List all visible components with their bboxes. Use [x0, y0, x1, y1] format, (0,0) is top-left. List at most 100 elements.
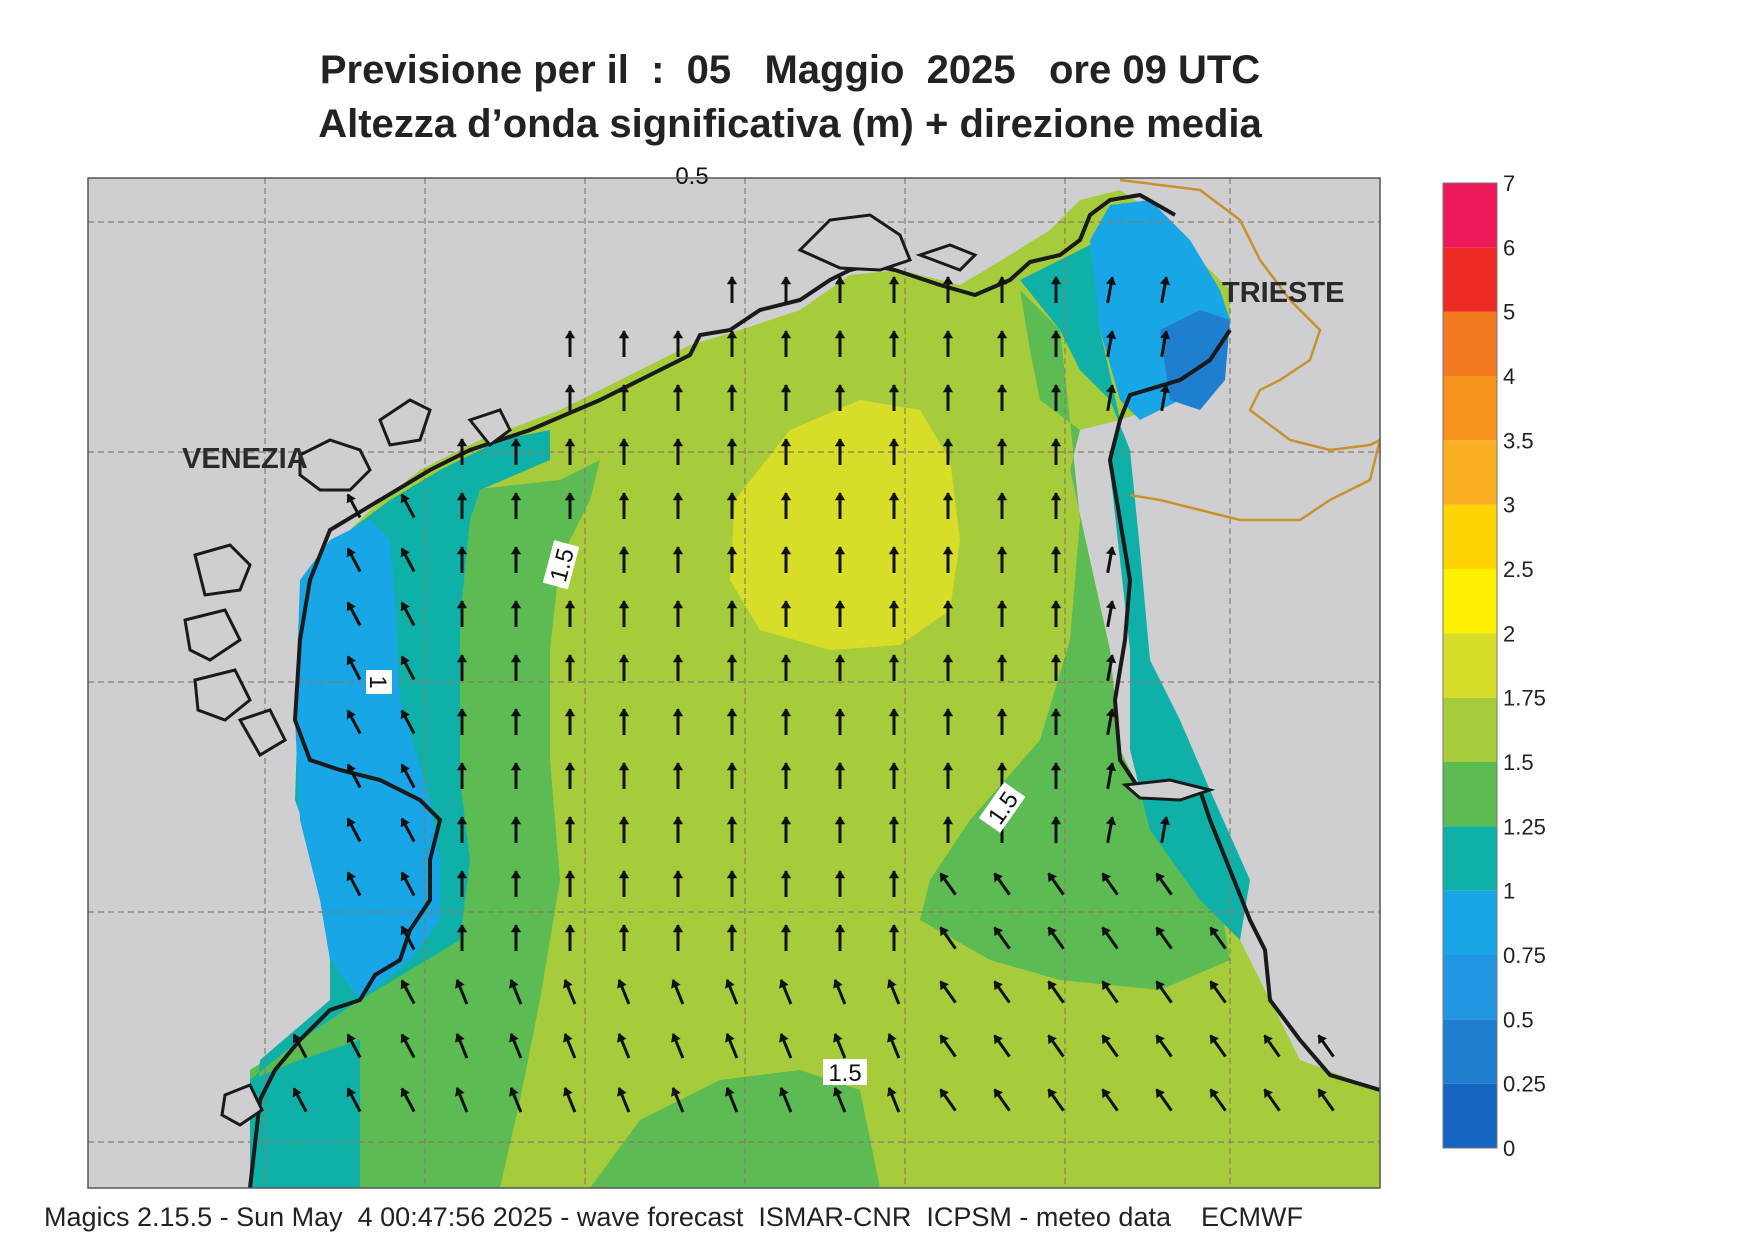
wave-arrowhead: [726, 600, 738, 609]
wave-arrowhead: [617, 979, 627, 989]
legend-tick-label: 0.75: [1503, 943, 1546, 968]
wave-arrowhead: [996, 762, 1008, 771]
wave-arrowhead: [563, 979, 573, 989]
wave-arrowhead: [672, 816, 684, 825]
country-border: [1119, 178, 1380, 522]
wave-arrowhead: [400, 1087, 410, 1098]
wave-arrowhead: [780, 870, 792, 879]
wave-arrowhead: [346, 817, 356, 828]
wave-arrowhead: [510, 708, 522, 717]
wave-arrowhead: [509, 1033, 519, 1043]
wave-arrowhead: [888, 654, 900, 663]
wave-arrowhead: [1209, 926, 1219, 937]
wave-arrowhead: [888, 762, 900, 771]
wave-arrowhead: [939, 926, 949, 937]
island-bottom-left: [220, 1083, 264, 1127]
wave-arrowhead: [1047, 980, 1057, 991]
wave-arrowhead: [456, 708, 468, 717]
wave-arrowhead: [564, 600, 576, 609]
wave-arrowhead: [456, 870, 468, 879]
wave-arrowhead: [726, 924, 738, 933]
wave-arrowhead: [834, 600, 846, 609]
wave-arrowhead: [400, 763, 410, 774]
wave-arrowhead: [1101, 926, 1111, 937]
wave-arrowhead: [1155, 1088, 1165, 1099]
lat-lon-grid: [88, 178, 1380, 1188]
map-frame: [87, 177, 1381, 1189]
wave-arrowhead: [564, 870, 576, 879]
wave-arrowhead: [564, 492, 576, 501]
wave-arrowhead: [618, 438, 630, 447]
wave-arrowhead: [564, 924, 576, 933]
wave-arrowhead: [942, 654, 954, 663]
wave-arrowhead: [1050, 492, 1062, 501]
wave-arrowhead: [726, 276, 738, 285]
color-legend: 0 0.25 0.5 0.75 1 1.25 1.5 1.75 2 2.5 3 3.5 4 5 6 7: [1442, 171, 1546, 1161]
wave-arrowhead: [672, 762, 684, 771]
wave-arrowhead: [834, 924, 846, 933]
legend-tick-label: 3: [1503, 493, 1515, 518]
wave-arrowhead: [510, 492, 522, 501]
wave-arrowhead: [1050, 438, 1062, 447]
wave-arrowhead: [726, 870, 738, 879]
wave-arrowhead: [456, 762, 468, 771]
wave-arrowhead: [834, 708, 846, 717]
wave-arrowhead: [563, 1033, 573, 1043]
wave-arrowhead: [888, 708, 900, 717]
wave-arrowhead: [618, 330, 630, 339]
wave-arrowhead: [346, 709, 356, 720]
wave-arrowhead: [996, 600, 1008, 609]
legend-tick-label: 0.5: [1503, 1007, 1534, 1032]
wave-arrowhead: [779, 1087, 789, 1097]
wave-arrowhead: [1047, 1088, 1057, 1099]
wave-arrowhead: [1101, 1034, 1111, 1045]
wave-arrowhead: [672, 654, 684, 663]
wave-arrowhead: [888, 384, 900, 393]
legend-tick-label: 1: [1503, 879, 1515, 904]
wave-arrowhead: [510, 816, 522, 825]
svg-text:1.5: 1.5: [828, 1060, 861, 1087]
wave-arrowhead: [510, 600, 522, 609]
wave-arrowhead: [456, 924, 468, 933]
wave-arrowhead: [618, 600, 630, 609]
wave-arrowhead: [672, 546, 684, 555]
wave-arrowhead: [617, 1033, 627, 1043]
legend-tick-label: 1.5: [1503, 750, 1534, 775]
contour-label-0-5-top: 0.5: [675, 163, 708, 190]
wave-arrowhead: [726, 762, 738, 771]
legend-swatch: [1443, 569, 1497, 634]
wave-arrowhead: [942, 384, 954, 393]
wave-arrowhead: [993, 980, 1003, 991]
wave-arrowhead: [939, 872, 949, 883]
wave-arrowhead: [400, 493, 410, 504]
wave-arrowhead: [1209, 980, 1219, 991]
wave-arrowhead: [510, 438, 522, 447]
wave-arrowhead: [780, 546, 792, 555]
wave-arrowhead: [726, 546, 738, 555]
wave-arrowhead: [726, 330, 738, 339]
wave-arrowhead: [564, 330, 576, 339]
wave-arrowhead: [400, 817, 410, 828]
wave-arrowhead: [1101, 1088, 1111, 1099]
wave-arrowhead: [834, 546, 846, 555]
wave-arrowhead: [942, 762, 954, 771]
wave-arrowhead: [888, 276, 900, 285]
legend-swatch: [1443, 697, 1497, 762]
wave-arrowhead: [726, 654, 738, 663]
legend-tick-label: 0.25: [1503, 1072, 1546, 1097]
band-0-75-left: [295, 520, 440, 1000]
wave-arrowhead: [400, 547, 410, 558]
wave-arrowhead: [1050, 546, 1062, 555]
wave-arrowhead: [1155, 872, 1165, 883]
contour-label-1-5-c: 1.5: [823, 1059, 867, 1087]
wave-arrowhead: [779, 1033, 789, 1043]
wave-arrowhead: [834, 870, 846, 879]
wave-arrowhead: [834, 816, 846, 825]
wave-arrowhead: [346, 763, 356, 774]
wave-arrowhead: [672, 600, 684, 609]
wave-arrowhead: [618, 870, 630, 879]
wave-arrowhead: [346, 871, 356, 882]
wave-arrowhead: [1159, 276, 1171, 286]
wave-arrowhead: [455, 1087, 465, 1097]
